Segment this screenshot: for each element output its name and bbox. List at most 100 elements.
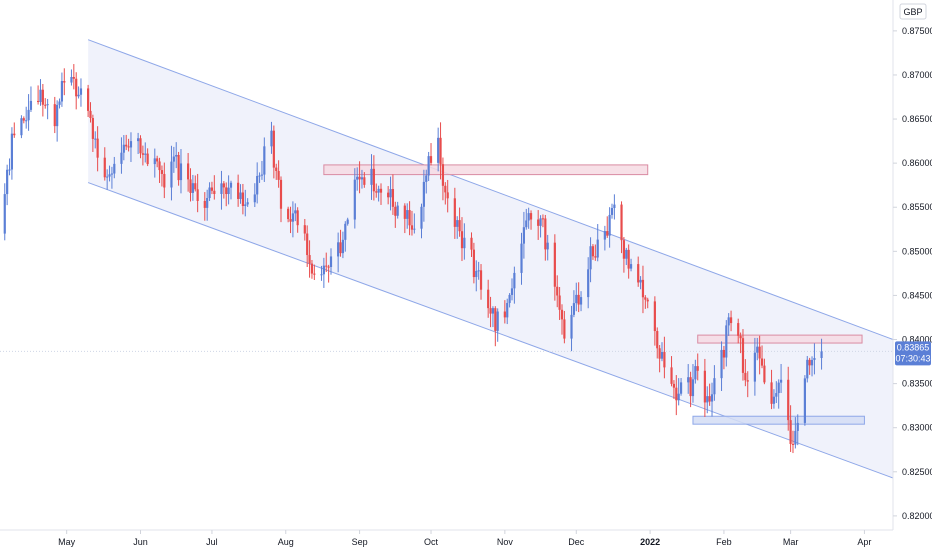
- candle-body: [537, 219, 539, 225]
- candle-body: [587, 269, 589, 297]
- candle-body: [794, 431, 796, 445]
- x-tick-label: Apr: [857, 537, 871, 547]
- candle-body: [820, 351, 822, 358]
- candle-body: [397, 206, 399, 216]
- candle-body: [325, 266, 327, 267]
- candle-body: [692, 379, 694, 396]
- last-price-tag: 0.83865 07:30:43: [895, 341, 931, 365]
- candle-body: [254, 194, 256, 202]
- candle-body: [11, 134, 13, 170]
- candle-body: [613, 205, 615, 208]
- candle-body: [344, 224, 346, 240]
- candle-body: [20, 118, 22, 135]
- y-tick-label: 0.83000: [902, 423, 932, 433]
- y-tick-label: 0.86000: [902, 158, 932, 168]
- candle-body: [780, 380, 782, 383]
- candle-body: [604, 231, 606, 240]
- candle-body: [570, 315, 572, 339]
- candle-body: [578, 295, 580, 305]
- candle-body: [797, 423, 799, 431]
- candle-body: [511, 288, 513, 295]
- candle-body: [659, 348, 661, 358]
- candle-body: [304, 225, 306, 233]
- candle-body: [644, 297, 646, 299]
- candle[interactable]: [20, 115, 22, 138]
- candle-body: [739, 336, 741, 338]
- candle-body: [728, 317, 730, 325]
- candle-body: [220, 183, 222, 194]
- candle-body: [689, 377, 691, 396]
- candle-body: [13, 134, 15, 136]
- candle-body: [108, 174, 110, 176]
- candle-body: [542, 218, 544, 219]
- candle-body: [792, 444, 794, 445]
- support-zone-3[interactable]: [693, 416, 864, 424]
- candle-body: [563, 319, 565, 338]
- y-tick-label: 0.82500: [902, 467, 932, 477]
- x-tick-label: Nov: [497, 537, 514, 547]
- candle-body: [809, 360, 811, 366]
- candle-body: [208, 188, 210, 199]
- candle-body: [420, 207, 422, 229]
- candle-body: [813, 358, 815, 360]
- last-price-value: 0.83865: [897, 342, 930, 352]
- countdown-timer: 07:30:43: [895, 353, 930, 363]
- candle-body: [192, 183, 194, 193]
- candle-body: [313, 274, 315, 275]
- candle-body: [163, 174, 165, 188]
- candle-body: [720, 350, 722, 378]
- candle-body: [744, 373, 746, 380]
- x-tick-label: Jun: [133, 537, 148, 547]
- candle-body: [661, 352, 663, 359]
- candle-body: [437, 138, 439, 163]
- candle-body: [58, 101, 60, 104]
- candle-body: [730, 317, 732, 323]
- candle-body: [623, 240, 625, 259]
- candle-body: [478, 270, 480, 271]
- candle-body: [642, 280, 644, 297]
- candle-body: [723, 350, 725, 358]
- candle-body: [673, 384, 675, 388]
- y-tick-label: 0.83500: [902, 379, 932, 389]
- candle-body: [339, 242, 341, 253]
- candle-body: [737, 323, 739, 336]
- candle-body: [37, 101, 39, 102]
- candle[interactable]: [804, 375, 806, 426]
- candle-body: [463, 238, 465, 248]
- candle-body: [6, 170, 8, 194]
- candle-body: [394, 207, 396, 216]
- candle-body: [142, 153, 144, 154]
- candle-body: [806, 360, 808, 379]
- candle-body: [70, 77, 72, 83]
- candle-body: [747, 380, 749, 381]
- candle-body: [225, 187, 227, 194]
- candle-body: [25, 120, 27, 121]
- candle-body: [678, 394, 680, 401]
- candle-body: [308, 255, 310, 264]
- candle-body: [94, 139, 96, 140]
- resistance-zone-2[interactable]: [698, 335, 862, 343]
- candle-body: [804, 378, 806, 423]
- candle-body: [706, 396, 708, 402]
- candle-body: [592, 246, 594, 256]
- candle-body: [361, 177, 363, 179]
- candle-body: [406, 210, 408, 219]
- candle-body: [670, 367, 672, 383]
- candle-body: [244, 204, 246, 206]
- candle-body: [513, 273, 515, 288]
- candle-body: [487, 290, 489, 308]
- candle-body: [387, 193, 389, 198]
- candle-body: [539, 218, 541, 225]
- candle-body: [456, 220, 458, 227]
- candle-body: [328, 267, 330, 268]
- candle-body: [509, 295, 511, 303]
- candle-body: [637, 264, 639, 282]
- y-tick-label: 0.85000: [902, 246, 932, 256]
- candle-body: [506, 303, 508, 317]
- candle-body: [130, 141, 132, 147]
- candle-body: [158, 161, 160, 170]
- candle-body: [306, 234, 308, 256]
- candle-body: [230, 183, 232, 188]
